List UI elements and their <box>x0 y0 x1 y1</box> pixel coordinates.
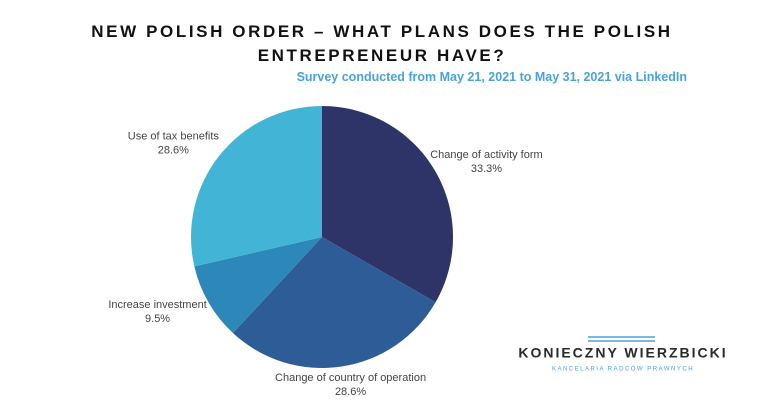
logo: KONIECZNY WIERZBICKI KANCELARIA RADCÓW P… <box>518 336 727 373</box>
value-label: 9.5% <box>145 313 170 325</box>
slice-label: Use of tax benefits <box>128 130 220 142</box>
logo-name: KONIECZNY WIERZBICKI <box>518 345 727 361</box>
pie-slice <box>232 237 436 369</box>
logo-tagline: KANCELARIA RADCÓW PRAWNYCH <box>552 366 694 373</box>
value-label: 33.3% <box>471 163 502 175</box>
slice-label: Change of country of operation <box>275 372 426 384</box>
slice-label: Change of activity form <box>430 149 543 161</box>
pie-slice <box>194 237 322 334</box>
chart-title: NEW POLISH ORDER – WHAT PLANS DOES THE P… <box>91 22 673 65</box>
value-label: 28.6% <box>158 144 189 156</box>
chart-subtitle: Survey conducted from May 21, 2021 to Ma… <box>296 70 687 84</box>
pie-slice <box>322 106 453 303</box>
value-label: 28.6% <box>335 386 366 398</box>
pie-slice <box>190 106 322 267</box>
slice-label: Increase investment <box>108 299 206 311</box>
